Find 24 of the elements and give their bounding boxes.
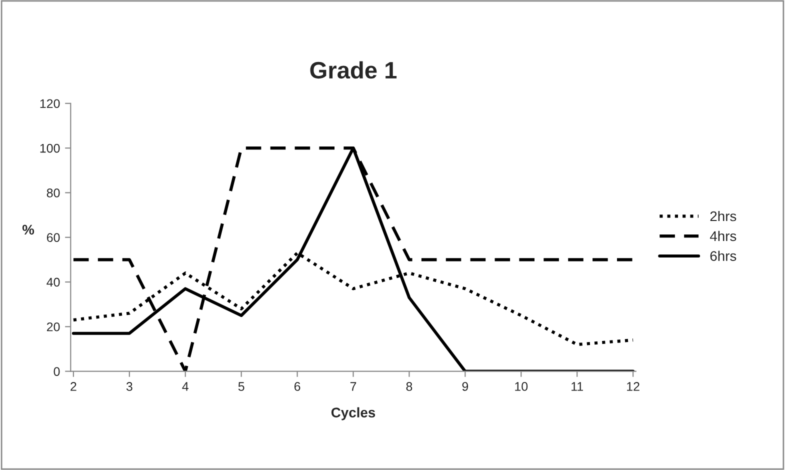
y-axis-title: %	[22, 224, 34, 235]
x-tick-label: 7	[350, 382, 356, 391]
x-tick-label: 12	[627, 382, 640, 391]
x-tick-label: 10	[515, 382, 528, 391]
x-tick-label: 8	[406, 382, 412, 391]
y-tick-label: 40	[46, 278, 60, 287]
x-tick-label: 2	[70, 382, 76, 391]
legend-label: 2hrs	[710, 210, 736, 222]
y-tick-label: 120	[40, 99, 60, 108]
y-tick-label: 20	[46, 322, 60, 332]
x-tick-label: 5	[238, 382, 244, 391]
x-tick-label: 6	[294, 382, 300, 391]
x-axis-title: Cycles	[331, 407, 376, 420]
x-tick-label: 3	[126, 382, 132, 391]
y-tick-label: 80	[46, 188, 60, 198]
legend-label: 6hrs	[710, 250, 736, 261]
x-tick-label: 4	[182, 382, 188, 391]
x-tick-label: 9	[462, 382, 468, 391]
chart-title: Grade 1	[310, 61, 397, 79]
y-tick-label: 0	[54, 367, 60, 376]
x-tick-label: 11	[572, 382, 583, 391]
y-tick-label: 100	[40, 144, 60, 153]
y-tick-label: 60	[46, 233, 60, 242]
legend-label: 4hrs	[710, 230, 736, 242]
